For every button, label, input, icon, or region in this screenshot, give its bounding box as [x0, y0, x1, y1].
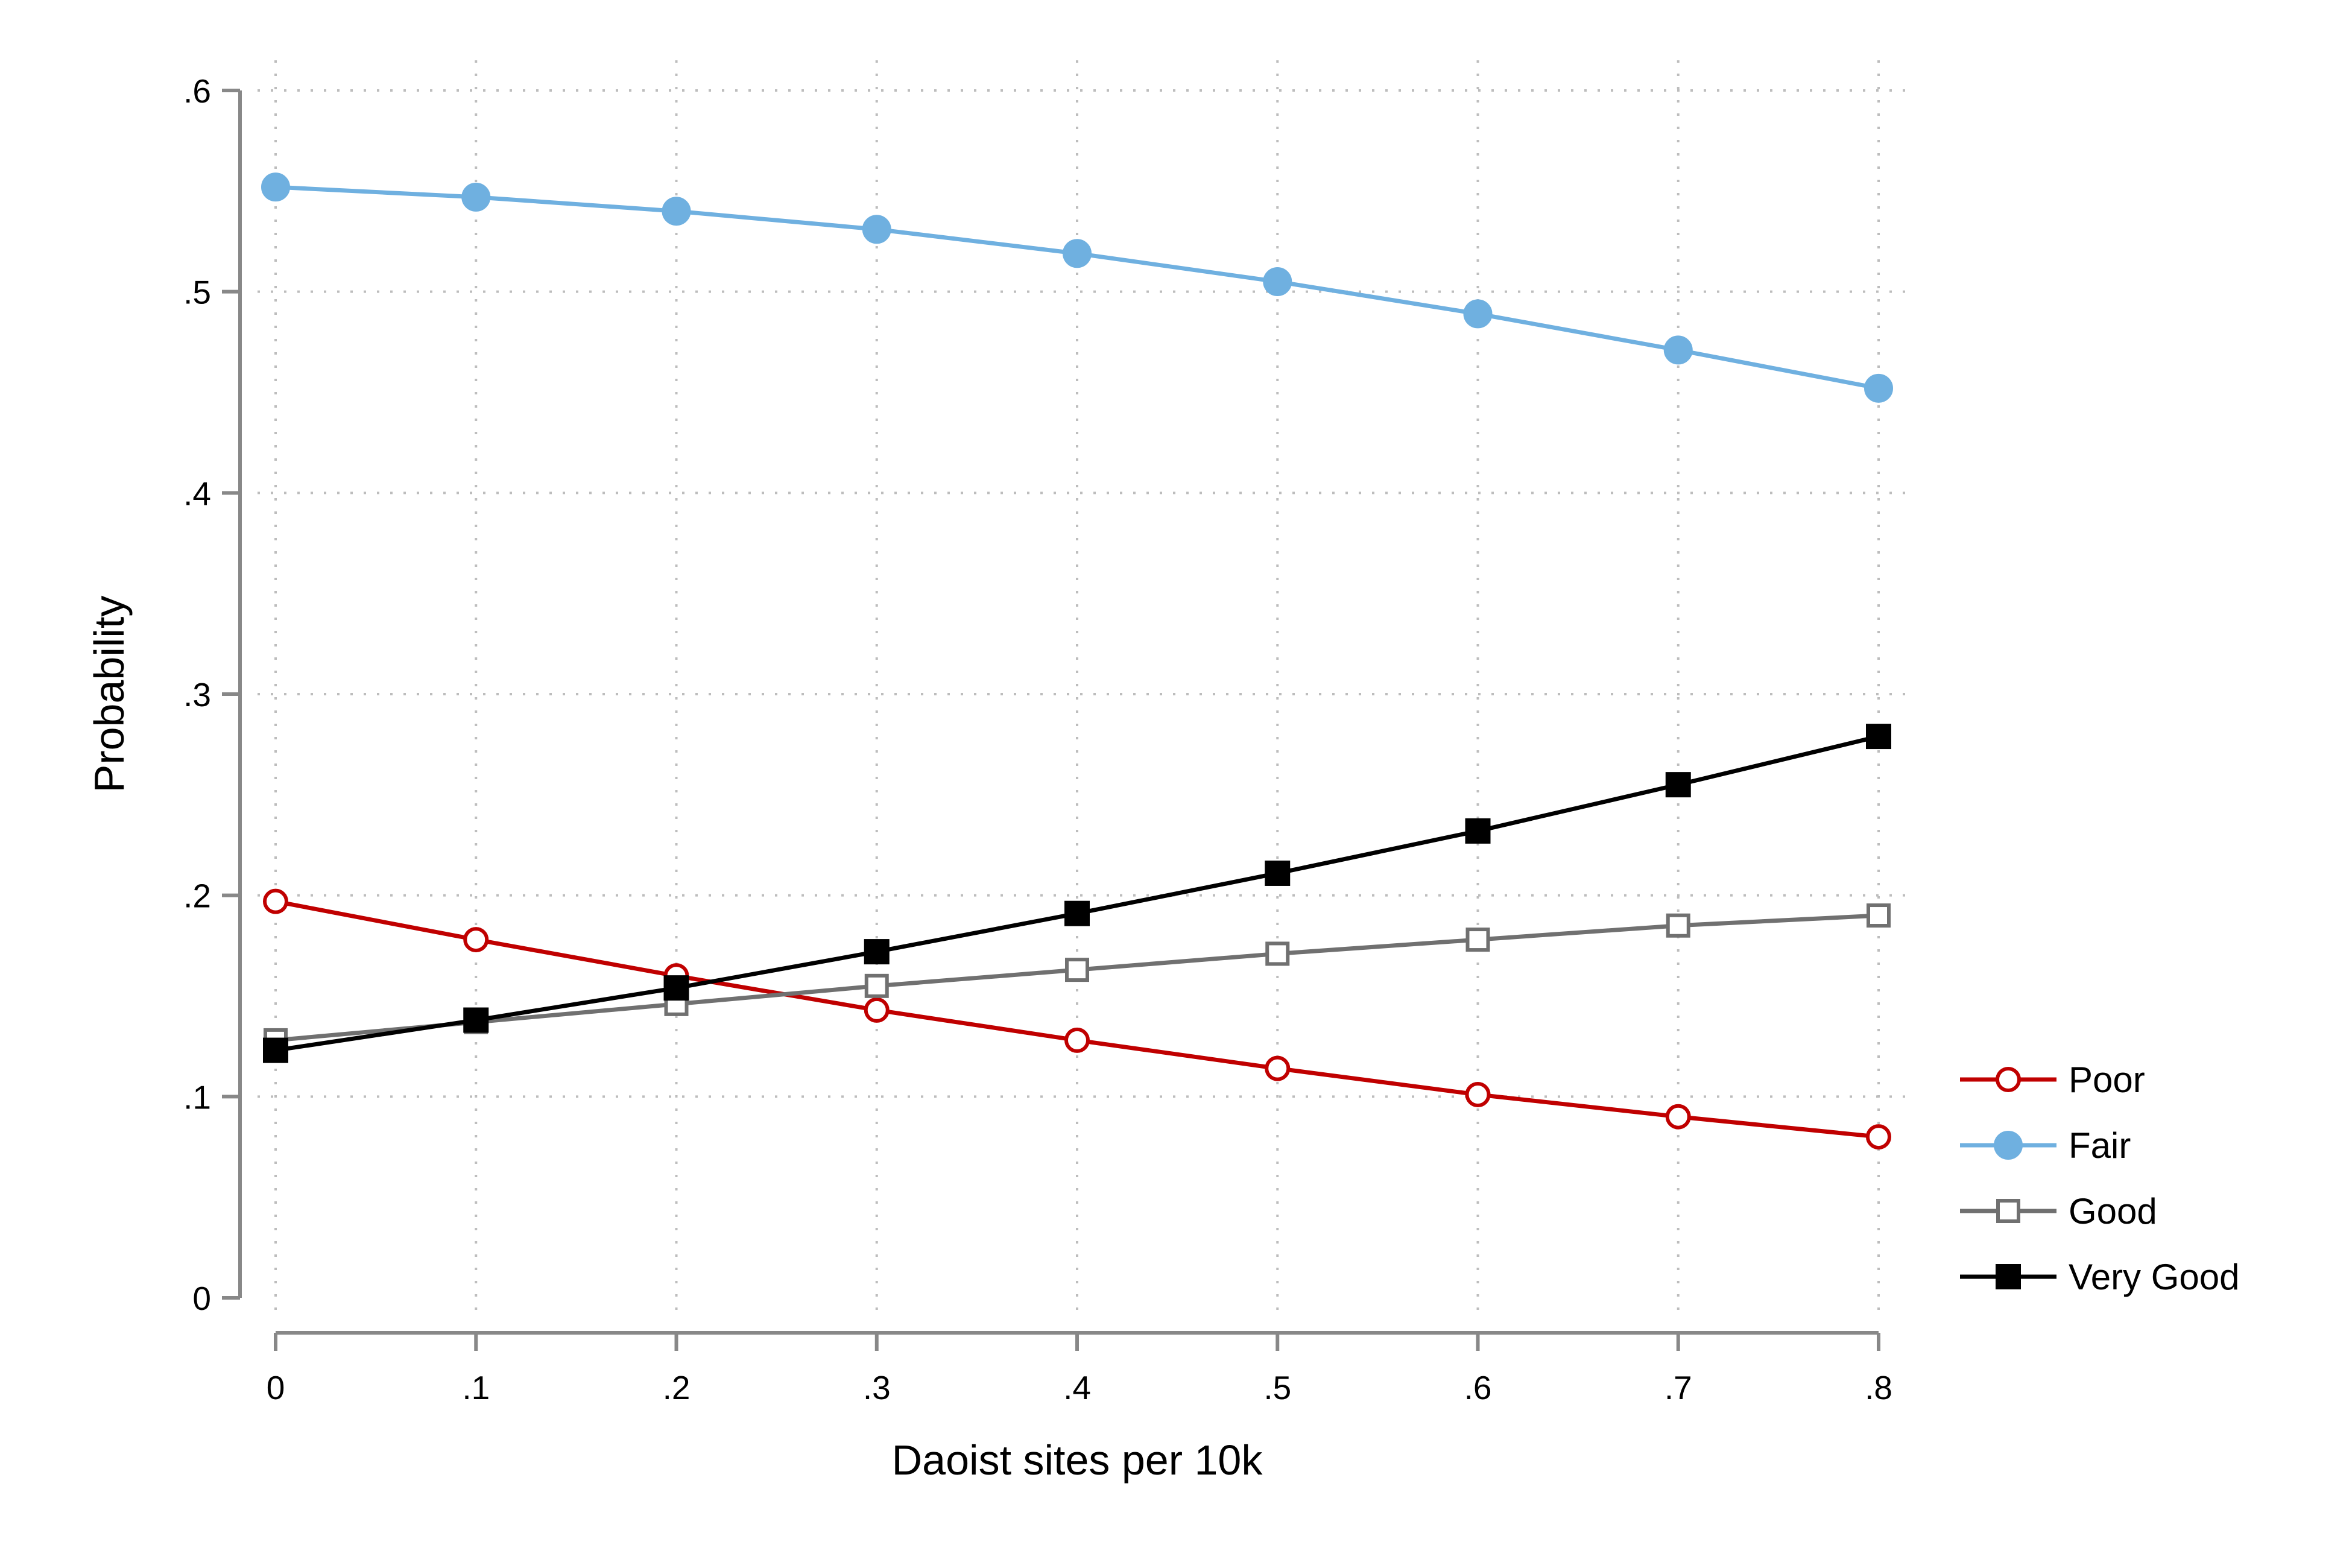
data-point-good [1265, 941, 1290, 966]
data-point-poor [1866, 1124, 1891, 1150]
x-tick-label: .6 [1464, 1369, 1492, 1406]
series-poor [263, 888, 1891, 1150]
data-point-good [1867, 903, 1891, 928]
legend-swatch-marker [1994, 1131, 2023, 1160]
data-point-fair [1063, 239, 1092, 268]
legend-item-very-good: Very Good [1960, 1257, 2240, 1297]
x-tick-label: .5 [1263, 1369, 1291, 1406]
y-tick-label: .5 [183, 274, 211, 311]
legend-item-good: Good [1960, 1191, 2157, 1231]
data-point-very-good [1866, 724, 1891, 750]
y-tick-label: .3 [183, 676, 211, 713]
legend-label: Fair [2069, 1125, 2131, 1166]
data-point-fair [1463, 299, 1493, 329]
data-point-fair [261, 172, 290, 202]
ticks: 0 .1 .2 .3 .4 .5 .6 0 .1 .2 .3 .4 .5 .6 .7 .8 [183, 72, 1892, 1406]
y-tick-label: .2 [183, 877, 211, 915]
x-tick-label: .4 [1063, 1369, 1091, 1406]
legend: Poor Fair Good Very Good [1960, 1060, 2240, 1297]
data-point-very-good [463, 1007, 489, 1033]
data-point-very-good [864, 939, 890, 965]
x-axis-title: Daoist sites per 10k [892, 1437, 1263, 1484]
x-tick-label: .8 [1865, 1369, 1892, 1406]
legend-label: Good [2069, 1191, 2157, 1231]
data-point-fair [1864, 373, 1893, 403]
data-point-poor [1465, 1081, 1491, 1107]
data-point-fair [1663, 335, 1693, 365]
legend-item-poor: Poor [1960, 1060, 2145, 1100]
legend-item-fair: Fair [1960, 1125, 2131, 1166]
series-very-good [263, 724, 1891, 1063]
data-point-poor [463, 927, 489, 953]
x-tick-label: .1 [462, 1369, 490, 1406]
legend-swatch-marker [1996, 1199, 2020, 1223]
legend-swatch-marker [1996, 1264, 2021, 1289]
data-point-very-good [663, 975, 689, 1001]
data-point-fair [862, 215, 891, 244]
y-tick-label: .6 [183, 72, 211, 110]
data-point-good [1666, 913, 1690, 938]
legend-label: Very Good [2069, 1257, 2240, 1297]
data-point-poor [1064, 1027, 1090, 1053]
data-point-poor [263, 888, 288, 914]
data-point-very-good [1665, 772, 1691, 798]
y-tick-label: 0 [192, 1280, 211, 1317]
data-point-good [1465, 928, 1490, 952]
data-point-poor [864, 997, 890, 1023]
data-point-fair [662, 197, 691, 226]
x-tick-label: 0 [267, 1369, 285, 1406]
series-fair [261, 172, 1893, 403]
x-tick-label: .2 [663, 1369, 691, 1406]
data-point-very-good [1465, 818, 1491, 844]
x-tick-label: .7 [1664, 1369, 1692, 1406]
data-point-very-good [263, 1037, 288, 1063]
y-tick-label: .4 [183, 475, 211, 512]
data-point-very-good [1064, 900, 1090, 926]
data-point-poor [1665, 1104, 1691, 1130]
series [261, 172, 1893, 1150]
data-point-fair [461, 182, 491, 212]
x-tick-label: .3 [863, 1369, 891, 1406]
data-point-good [1065, 958, 1089, 982]
y-axis-title: Probability [86, 596, 133, 793]
legend-label: Poor [2069, 1060, 2145, 1100]
data-point-good [864, 973, 889, 998]
legend-swatch-marker [1996, 1067, 2021, 1092]
data-point-fair [1263, 267, 1292, 296]
data-point-poor [1265, 1055, 1291, 1081]
data-point-very-good [1265, 860, 1291, 886]
y-tick-label: .1 [183, 1078, 211, 1116]
